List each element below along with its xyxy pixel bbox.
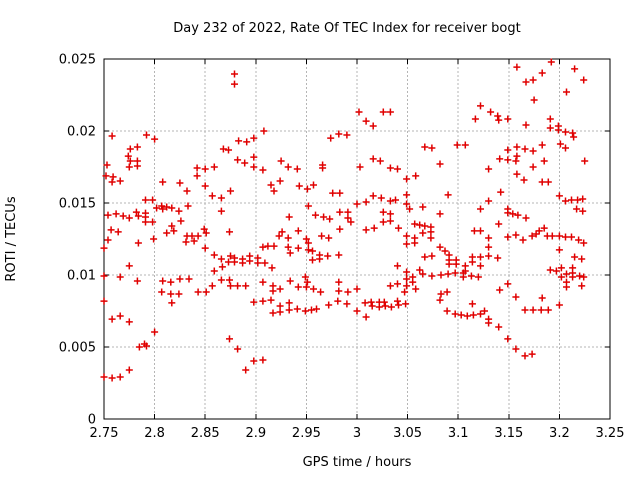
x-tick-labels: 2.75 2.8 2.85 2.9 2.95 3 3.05 3.1 3.15 3.2 3.25 — [90, 426, 625, 441]
data-points — [100, 58, 589, 382]
x-tick-label: 3 — [353, 426, 361, 441]
y-tick-label: 0.015 — [59, 197, 96, 212]
grid-lines — [104, 59, 610, 419]
chart-title: Day 232 of 2022, Rate Of TEC Index for r… — [173, 21, 520, 36]
x-tick-label: 2.85 — [191, 426, 220, 441]
x-tick-label: 3.05 — [393, 426, 422, 441]
y-tick-label: 0.025 — [59, 53, 96, 68]
scatter-points-path — [100, 58, 589, 382]
y-tick-label: 0.005 — [59, 341, 96, 356]
x-tick-label: 3.2 — [549, 426, 570, 441]
x-tick-label: 2.75 — [90, 426, 119, 441]
y-tick-label: 0 — [88, 413, 96, 428]
y-tick-label: 0.02 — [67, 125, 96, 140]
x-tick-label: 3.1 — [448, 426, 469, 441]
x-tick-label: 2.9 — [245, 426, 266, 441]
x-tick-label: 2.8 — [144, 426, 165, 441]
y-tick-label: 0.01 — [67, 269, 96, 284]
x-tick-label: 3.15 — [494, 426, 523, 441]
y-tick-labels: 0 0.005 0.01 0.015 0.02 0.025 — [59, 53, 96, 428]
y-axis-label: ROTI / TECUs — [4, 196, 19, 281]
x-axis-label: GPS time / hours — [303, 455, 412, 470]
plot-border — [103, 58, 611, 420]
x-tick-label: 2.95 — [292, 426, 321, 441]
x-tick-label: 3.25 — [596, 426, 625, 441]
